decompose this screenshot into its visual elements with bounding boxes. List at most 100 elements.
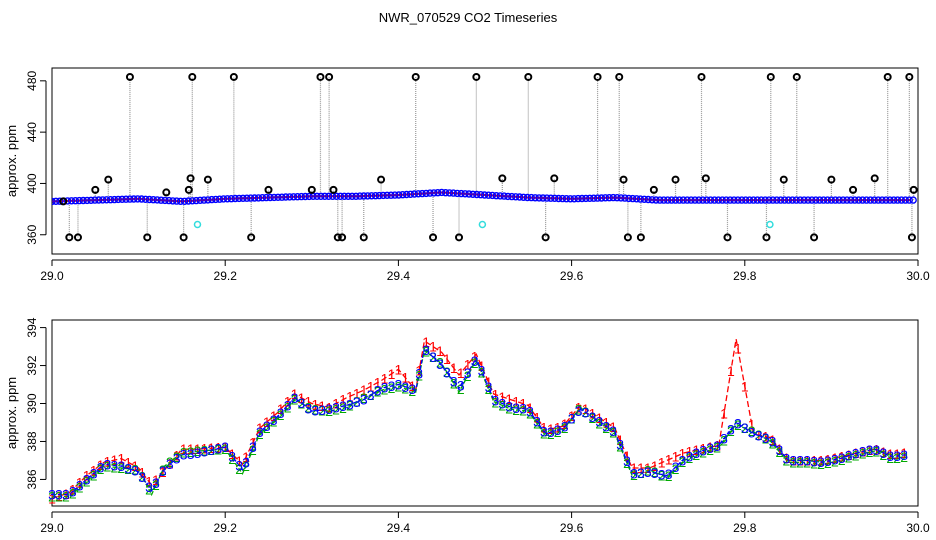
series-3-marker: 3 [679,452,687,468]
x-tick-label: 29.2 [214,521,238,535]
series-2-marker: 2 [893,450,901,466]
series-2-marker: 2 [838,452,846,468]
series-2-marker: 2 [131,462,139,478]
measurement-point [554,194,563,203]
measurement-point [332,192,341,201]
figure-title: NWR_070529 CO2 Timeseries [379,10,558,25]
upper-y-axis-label: approx. ppm [4,125,19,197]
measurement-point [79,196,87,205]
series-2-marker: 2 [866,444,874,460]
upper-plot-frame [51,67,919,255]
flagged-point [91,185,100,194]
flagged-point [73,233,82,242]
measurement-point [223,195,232,203]
series-1-marker: 1 [277,401,285,417]
series-1-marker: 1 [817,452,825,468]
series-3-marker: 3 [554,422,562,438]
series-3-marker: 3 [83,471,91,487]
series-2-marker: 2 [762,431,770,447]
measurement-point [866,196,875,204]
series-2-marker: 2 [111,459,119,475]
series-2-marker: 2 [873,444,881,460]
flagged-point [333,233,342,242]
series-1-marker: 1 [97,457,105,473]
measurement-point [890,196,898,204]
series-1-marker: 1 [263,414,271,430]
upper-x-axis: 29.0 29.2 29.4 29.6 29.8 30.0 [40,259,930,283]
flagged-point [827,175,836,184]
flagged-point [329,185,338,194]
measurement-point [184,197,193,205]
series-1-marker: 1 [256,420,264,436]
measurement-point [106,195,115,204]
measurement-point [130,195,138,203]
series-3-marker: 3 [519,401,527,417]
series-2-marker: 2 [284,399,292,415]
series-3-marker: 3 [332,400,340,416]
measurement-point [878,196,886,204]
measurement-point [67,197,76,205]
series-3-marker: 3 [540,423,548,439]
measurement-point [543,194,551,202]
measurement-point [360,192,368,200]
measurement-point [289,193,298,201]
measurement-point [395,191,403,199]
flagged-point [723,233,732,242]
measurement-point [258,193,267,202]
series-3-marker: 3 [658,467,666,483]
series-2-marker: 2 [623,455,631,471]
series-1-marker: 1 [284,394,292,410]
measurement-point [231,194,239,203]
measurement-point [874,196,882,204]
measurement-point [893,196,902,204]
series-1-marker: 1 [575,400,583,416]
series-2-marker: 2 [124,461,132,477]
series-1-marker: 1 [367,378,375,394]
series-3-marker: 3 [166,456,174,472]
series-1-marker: 1 [734,341,742,357]
series-1-marker: 1 [187,441,195,457]
series-3-marker: 3 [512,400,520,416]
measurement-point [364,192,372,200]
series-3-marker: 3 [457,377,465,393]
series-2-marker: 2 [720,432,728,448]
series-3-marker: 3 [284,397,292,413]
measurement-point [250,194,259,202]
series-3-marker: 3 [429,349,437,365]
series-1-marker: 1 [762,429,770,445]
flagged-point [593,72,602,81]
x-tick-label: 30.0 [906,269,930,283]
series-2-marker: 2 [401,381,409,397]
series-3-line [52,347,906,496]
series-3-marker: 3 [526,404,534,420]
series-3-marker: 3 [111,457,119,473]
series-1-marker: 1 [339,392,347,408]
series-3-marker: 3 [395,377,403,393]
flagged-point [203,175,212,184]
series-3-marker: 3 [492,393,500,409]
series-3-marker: 3 [505,399,513,415]
measurement-point [434,188,442,197]
series-1-marker: 1 [616,432,624,448]
x-tick-label: 29.0 [40,521,64,535]
series-3-marker: 3 [595,414,603,430]
measurement-point [110,195,119,204]
measurement-point [862,196,871,204]
series-1-marker: 1 [194,441,202,457]
measurement-point [157,196,165,204]
measurement-point [578,194,586,203]
measurement-point [827,196,836,204]
series-2-marker: 2 [713,440,721,456]
measurement-point [769,196,777,204]
measurement-point [738,196,746,204]
measurement-point [418,189,426,198]
measurement-point [227,194,236,203]
series-3-marker: 3 [221,439,229,455]
measurement-point [137,195,146,203]
series-2-marker: 2 [859,446,867,462]
measurement-point [519,193,528,202]
series-2-marker: 2 [852,447,860,463]
series-2-marker: 2 [353,394,361,410]
series-1-marker: 1 [478,358,486,374]
measurement-point [512,193,520,201]
